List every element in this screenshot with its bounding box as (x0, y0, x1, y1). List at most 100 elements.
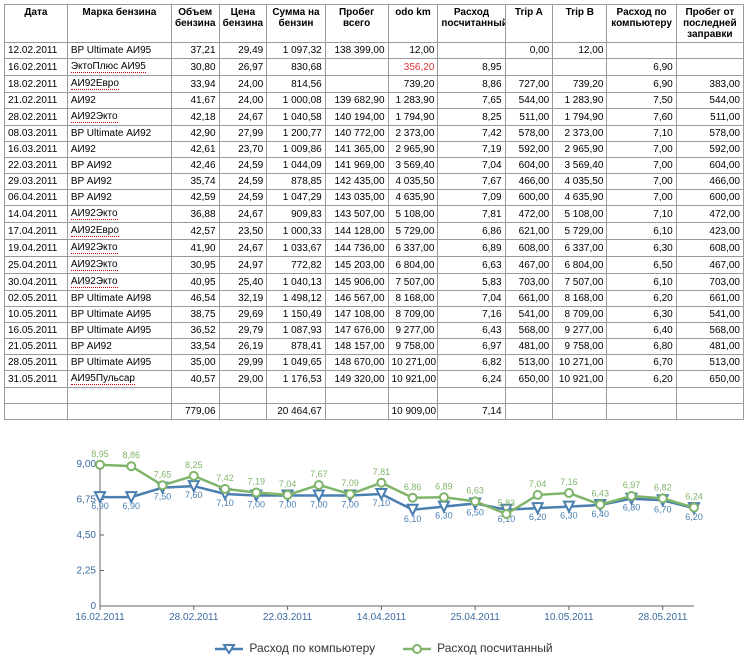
table-cell: 6 337,00 (553, 240, 607, 257)
table-cell: 24,59 (219, 158, 267, 174)
table-cell: 32,19 (219, 291, 267, 307)
table-cell: 139 682,90 (325, 93, 388, 109)
table-cell: 10 921,00 (388, 371, 438, 388)
table-cell: 513,00 (676, 355, 743, 371)
table-cell: 650,00 (676, 371, 743, 388)
table-cell: 6,50 (607, 257, 676, 274)
table-cell: 143 035,00 (325, 190, 388, 206)
table-cell: 7,67 (438, 174, 505, 190)
svg-text:9,00: 9,00 (77, 459, 97, 470)
table-row: 06.04.2011BP АИ9242,5924,591 047,29143 0… (5, 190, 744, 206)
table-cell: BP Ultimate АИ95 (67, 323, 171, 339)
table-cell: 35,00 (171, 355, 219, 371)
table-cell: 7,10 (607, 126, 676, 142)
table-cell: 18.02.2011 (5, 76, 68, 93)
table-cell: 29,49 (219, 43, 267, 59)
table-cell: 878,41 (267, 339, 326, 355)
table-cell: 7,50 (607, 93, 676, 109)
svg-text:7,60: 7,60 (185, 490, 203, 500)
table-cell: 33,54 (171, 339, 219, 355)
table-cell: 6 804,00 (388, 257, 438, 274)
table-cell: 147 676,00 (325, 323, 388, 339)
table-cell: 7,19 (438, 142, 505, 158)
legend-item: Расход по компьютеру (215, 641, 375, 655)
col-header: Дата (5, 5, 68, 43)
table-cell: 7,42 (438, 126, 505, 142)
table-cell: 26,97 (219, 59, 267, 76)
table-cell: 7,04 (438, 291, 505, 307)
table-cell: 1 044,09 (267, 158, 326, 174)
table-cell: 2 373,00 (388, 126, 438, 142)
table-cell: 5 729,00 (388, 223, 438, 240)
table-cell: 6,80 (607, 339, 676, 355)
table-cell: 727,00 (505, 76, 553, 93)
table-cell: 1 040,58 (267, 109, 326, 126)
table-cell: 8 168,00 (388, 291, 438, 307)
svg-text:8,95: 8,95 (91, 450, 109, 459)
table-cell: 6 337,00 (388, 240, 438, 257)
svg-text:7,00: 7,00 (310, 500, 328, 510)
col-header: Расход посчитанный (438, 5, 505, 43)
table-cell: 141 365,00 (325, 142, 388, 158)
table-cell: 7,81 (438, 206, 505, 223)
table-cell: 356,20 (388, 59, 438, 76)
table-row: 31.05.2011АИ95Пульсар40,5729,001 176,531… (5, 371, 744, 388)
table-cell: 36,88 (171, 206, 219, 223)
svg-text:7,67: 7,67 (310, 469, 328, 479)
table-cell: 7,00 (607, 174, 676, 190)
table-cell: 1 794,90 (553, 109, 607, 126)
svg-text:5,83: 5,83 (498, 498, 516, 508)
svg-text:7,19: 7,19 (248, 477, 266, 487)
table-cell: 604,00 (676, 158, 743, 174)
svg-text:6,86: 6,86 (404, 482, 422, 492)
col-header: Trip B (553, 5, 607, 43)
table-cell: 739,20 (388, 76, 438, 93)
table-cell: 5 729,00 (553, 223, 607, 240)
table-cell: 4 035,50 (553, 174, 607, 190)
table-cell: АИ95Пульсар (67, 371, 171, 388)
table-cell: 6,86 (438, 223, 505, 240)
table-cell: 40,57 (171, 371, 219, 388)
table-cell: BP Ultimate АИ95 (67, 355, 171, 371)
table-cell: BP Ultimate АИ92 (67, 126, 171, 142)
table-cell: 40,95 (171, 274, 219, 291)
table-cell: 661,00 (676, 291, 743, 307)
table-cell: 513,00 (505, 355, 553, 371)
table-cell: 16.02.2011 (5, 59, 68, 76)
table-cell: 467,00 (505, 257, 553, 274)
table-cell: 621,00 (505, 223, 553, 240)
table-cell: 7 507,00 (388, 274, 438, 291)
table-cell: 7,10 (607, 206, 676, 223)
table-total-cell: 7,14 (438, 404, 505, 420)
table-row: 30.04.2011АИ92Экто40,9525,401 040,13145 … (5, 274, 744, 291)
svg-text:7,50: 7,50 (154, 492, 172, 502)
col-header: Пробег от последней заправки (676, 5, 743, 43)
table-cell: 661,00 (505, 291, 553, 307)
table-cell: 9 758,00 (553, 339, 607, 355)
table-total-cell (325, 404, 388, 420)
table-row: 16.02.2011ЭктоПлюс АИ9530,8026,97830,683… (5, 59, 744, 76)
svg-text:28.05.2011: 28.05.2011 (638, 612, 688, 623)
table-cell: 1 097,32 (267, 43, 326, 59)
table-cell (676, 59, 743, 76)
table-cell: АИ92Экто (67, 240, 171, 257)
table-cell: 42,57 (171, 223, 219, 240)
table-cell (553, 59, 607, 76)
table-cell: 25.04.2011 (5, 257, 68, 274)
table-cell: 1 047,29 (267, 190, 326, 206)
table-cell: 12,00 (553, 43, 607, 59)
svg-text:7,65: 7,65 (154, 469, 172, 479)
svg-text:6,10: 6,10 (404, 514, 422, 524)
table-cell: 143 507,00 (325, 206, 388, 223)
table-cell: 4 635,90 (553, 190, 607, 206)
table-cell: 140 194,00 (325, 109, 388, 126)
table-cell: 600,00 (505, 190, 553, 206)
table-cell (505, 59, 553, 76)
table-row: 25.04.2011АИ92Экто30,9524,97772,82145 20… (5, 257, 744, 274)
chart-legend: Расход по компьютеруРасход посчитанный (64, 641, 704, 655)
table-cell: 481,00 (505, 339, 553, 355)
table-cell: 17.04.2011 (5, 223, 68, 240)
table-row: 12.02.2011BP Ultimate АИ9537,2129,491 09… (5, 43, 744, 59)
table-cell: 30.04.2011 (5, 274, 68, 291)
table-cell: 36,52 (171, 323, 219, 339)
